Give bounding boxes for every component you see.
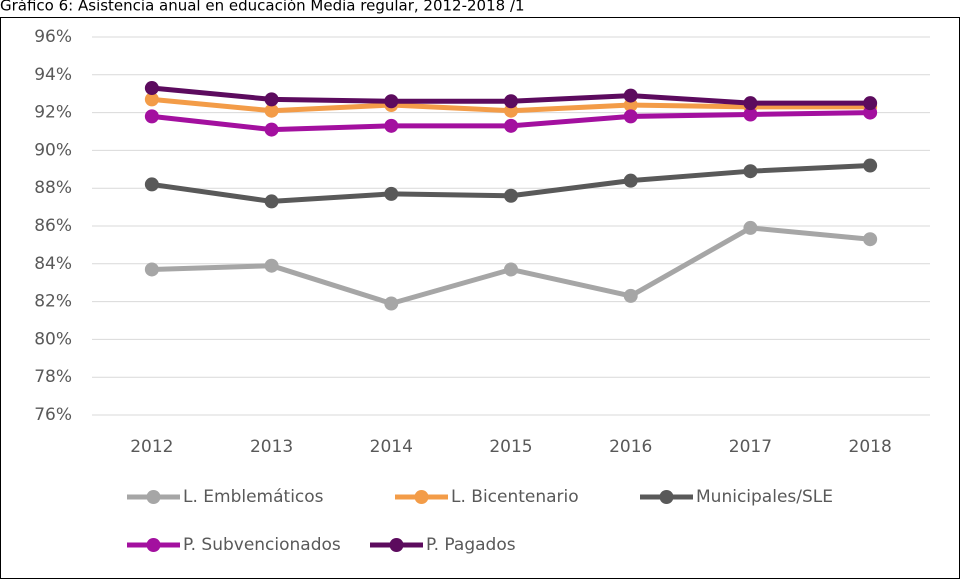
- data-point: [743, 107, 758, 122]
- data-point: [504, 188, 518, 203]
- chart-title: Gráfico 6: Asistencia anual en educación…: [0, 0, 525, 15]
- data-point: [384, 296, 399, 311]
- legend-swatch-marker: [389, 538, 404, 552]
- data-point: [264, 258, 279, 273]
- data-point: [264, 194, 279, 209]
- data-point: [144, 262, 159, 277]
- data-point: [144, 81, 159, 96]
- legend-label: P. Subvencionados: [183, 535, 341, 555]
- data-point: [144, 177, 159, 192]
- legend-label: Municipales/SLE: [696, 487, 833, 507]
- data-point: [144, 109, 159, 124]
- data-point: [504, 262, 518, 277]
- data-point: [264, 92, 279, 107]
- data-point: [623, 173, 638, 188]
- data-point: [623, 88, 638, 103]
- data-point: [863, 158, 878, 173]
- data-point: [384, 94, 399, 109]
- legend-label: L. Emblemáticos: [183, 487, 324, 507]
- y-tick-label: 96%: [34, 27, 72, 47]
- y-tick-label: 94%: [34, 65, 72, 85]
- legend-swatch-marker: [146, 538, 161, 552]
- y-tick-label: 86%: [34, 216, 72, 236]
- data-point: [504, 94, 518, 109]
- y-tick-label: 78%: [34, 367, 72, 387]
- legend-swatch-marker: [659, 490, 674, 504]
- y-tick-label: 84%: [34, 254, 72, 274]
- data-point: [504, 118, 518, 133]
- data-point: [743, 96, 758, 111]
- data-point: [623, 288, 638, 303]
- data-point: [384, 118, 399, 133]
- legend-label: P. Pagados: [426, 535, 516, 555]
- y-tick-label: 82%: [34, 292, 72, 312]
- y-tick-label: 80%: [34, 329, 72, 349]
- data-point: [743, 220, 758, 235]
- data-point: [264, 122, 279, 137]
- y-tick-label: 88%: [34, 178, 72, 198]
- data-point: [144, 92, 159, 107]
- x-tick-label: 2017: [729, 437, 772, 457]
- data-point: [264, 103, 279, 118]
- x-tick-label: 2015: [489, 437, 532, 457]
- y-tick-label: 92%: [34, 103, 72, 123]
- y-tick-label: 90%: [34, 140, 72, 160]
- data-point: [384, 186, 399, 201]
- x-tick-label: 2016: [609, 437, 652, 457]
- x-tick-label: 2014: [370, 437, 413, 457]
- x-tick-label: 2012: [130, 437, 173, 457]
- y-tick-label: 76%: [34, 405, 72, 425]
- legend-swatch-marker: [146, 490, 161, 504]
- x-tick-label: 2018: [849, 437, 892, 457]
- legend-label: L. Bicentenario: [451, 487, 579, 507]
- data-point: [863, 232, 878, 247]
- data-point: [743, 164, 758, 179]
- x-tick-label: 2013: [250, 437, 293, 457]
- data-point: [863, 96, 878, 111]
- data-point: [623, 109, 638, 124]
- legend-swatch-marker: [414, 490, 429, 504]
